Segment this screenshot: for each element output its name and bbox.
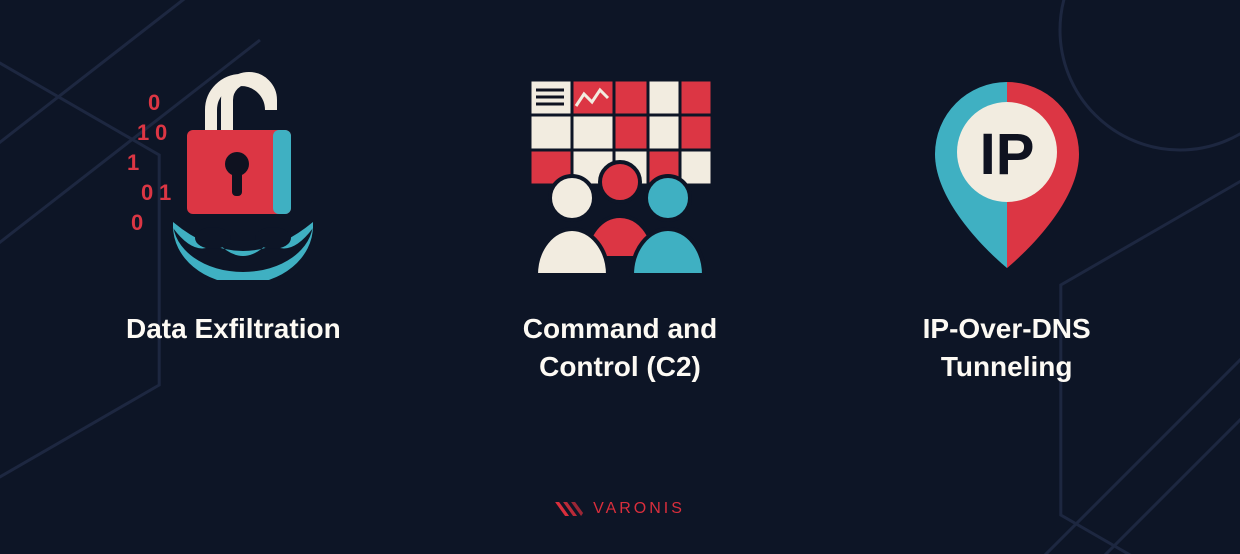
card-label: Data Exfiltration	[126, 310, 341, 348]
svg-text:0: 0	[141, 180, 153, 205]
brand-logo: VARONIS	[555, 500, 685, 518]
card-command-control: Command andControl (C2)	[447, 70, 794, 386]
c2-icon	[500, 70, 740, 280]
ip-pin-icon: IP	[887, 70, 1127, 280]
brand-text: VARONIS	[593, 500, 685, 518]
svg-text:1: 1	[127, 150, 139, 175]
svg-text:0: 0	[131, 210, 143, 235]
svg-text:1: 1	[159, 180, 171, 205]
card-ip-over-dns: IP IP-Over-DNSTunneling	[833, 70, 1180, 386]
svg-text:0: 0	[155, 120, 167, 145]
card-data-exfiltration: 0 10 1 01 0 Data E	[60, 70, 407, 348]
svg-text:0: 0	[148, 90, 160, 115]
card-label: Command andControl (C2)	[523, 310, 717, 386]
card-label: IP-Over-DNSTunneling	[923, 310, 1091, 386]
exfiltration-icon: 0 10 1 01 0	[113, 70, 353, 280]
svg-text:1: 1	[137, 120, 149, 145]
svg-text:IP: IP	[979, 122, 1034, 187]
card-row: 0 10 1 01 0 Data E	[0, 0, 1240, 554]
brand-mark-icon	[555, 500, 583, 518]
